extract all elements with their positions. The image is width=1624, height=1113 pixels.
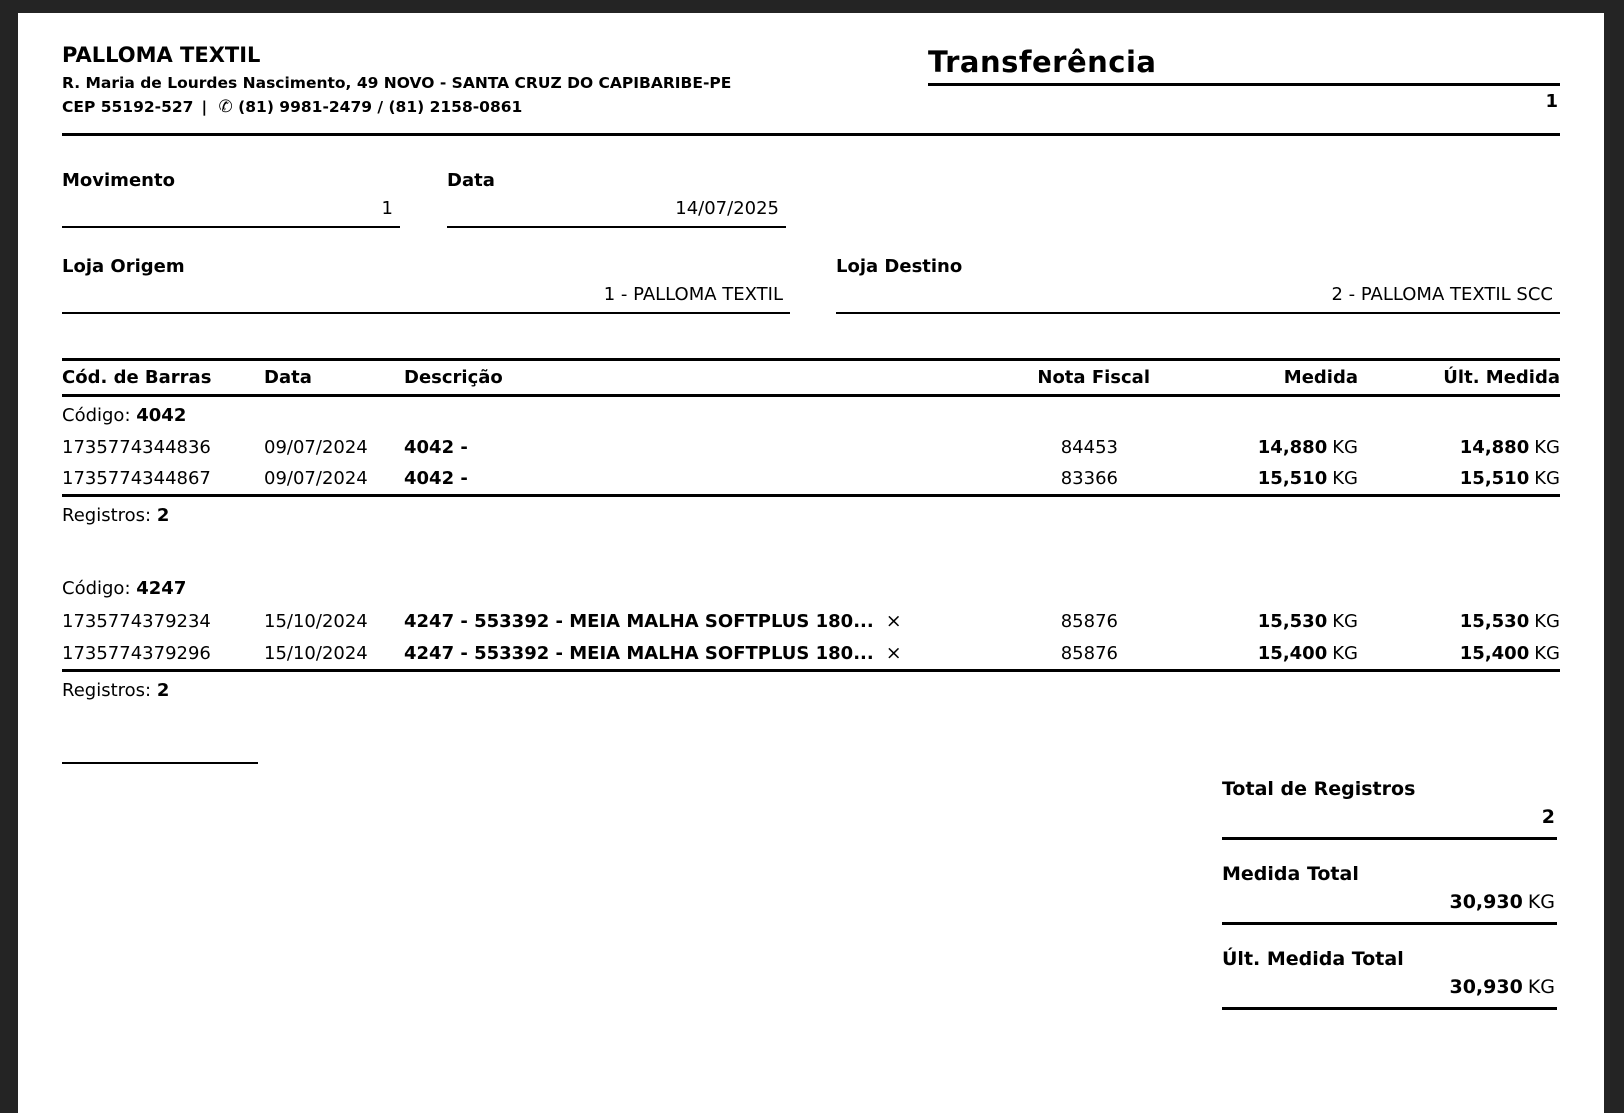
- title-block: Transferência 1: [928, 43, 1560, 112]
- data-label: Data: [447, 170, 495, 191]
- description-cell: 4042 -: [404, 437, 468, 458]
- codigo-value: 4042: [136, 405, 187, 426]
- codigo-label: Código:: [62, 578, 131, 599]
- codigo-value: 4247: [136, 578, 187, 599]
- movimento-field: Movimento 1: [62, 170, 400, 228]
- registros-count: 2: [156, 680, 170, 701]
- company-phones: (81) 9981-2479 / (81) 2158-0861: [238, 98, 523, 116]
- header-divider: [62, 133, 1560, 136]
- movimento-label: Movimento: [62, 170, 175, 191]
- loja-origem-value: 1 - PALLOMA TEXTIL: [62, 277, 790, 314]
- medida-cell: 15,400 KG: [1158, 637, 1358, 672]
- table-row: 1735774379234 15/10/2024 4247 - 553392 -…: [62, 605, 1560, 637]
- date-cell: 09/07/2024: [264, 437, 368, 458]
- x-mark-icon: ×: [885, 610, 902, 632]
- nota-fiscal-cell: 85876: [946, 637, 1158, 672]
- header-barcode: Cód. de Barras: [62, 358, 264, 397]
- barcode-cell: 1735774379234: [62, 610, 211, 632]
- header-description: Descrição: [404, 358, 946, 397]
- separator: |: [201, 98, 208, 116]
- items-table: Cód. de Barras Data Descrição Nota Fisca…: [62, 358, 1560, 707]
- description-text: 4247 - 553392 - MEIA MALHA SOFTPLUS 180.…: [404, 611, 874, 632]
- movimento-value: 1: [62, 191, 400, 228]
- registros-label: Registros:: [62, 680, 152, 701]
- report-page: PALLOMA TEXTIL R. Maria de Lourdes Nasci…: [18, 13, 1604, 1113]
- date-cell: 15/10/2024: [264, 610, 368, 632]
- company-cep: CEP 55192-527: [62, 98, 194, 116]
- barcode-cell: 1735774344867: [62, 463, 264, 497]
- barcode-cell: 1735774344836: [62, 437, 211, 458]
- total-ult-medida-label: Últ. Medida Total: [1222, 948, 1404, 970]
- nota-fiscal-cell: 84453: [1060, 437, 1118, 458]
- phone-icon: ✆: [218, 97, 233, 117]
- group-spacer: [62, 532, 1560, 570]
- total-medida-value: 30,930 KG: [1222, 885, 1557, 925]
- fields-row-1: Movimento 1 Data 14/07/2025: [62, 170, 1560, 228]
- registros-cell: Registros: 2: [62, 671, 1560, 708]
- table-row: 1735774344836 09/07/2024 4042 - 84453 14…: [62, 432, 1560, 463]
- loja-origem-field: Loja Origem 1 - PALLOMA TEXTIL: [62, 256, 790, 314]
- registros-cell: Registros: 2: [62, 496, 1560, 533]
- description-cell: 4247 - 553392 - MEIA MALHA SOFTPLUS 180.…: [404, 637, 946, 672]
- registros-count: 2: [156, 505, 170, 526]
- header-medida: Medida: [1158, 358, 1358, 397]
- company-contact: CEP 55192-527 | ✆ (81) 9981-2479 / (81) 2…: [62, 97, 731, 117]
- bottom-section: Total de Registros 2 Medida Total 30,930…: [62, 762, 1560, 1042]
- x-mark-icon: ×: [885, 642, 902, 664]
- group-code-row: Código: 4247: [62, 570, 1560, 605]
- date-cell: 09/07/2024: [264, 463, 404, 497]
- barcode-cell: 1735774379296: [62, 637, 264, 672]
- registros-label: Registros:: [62, 505, 152, 526]
- total-ult-medida-value: 30,930 KG: [1222, 970, 1557, 1010]
- total-registros-label: Total de Registros: [1222, 778, 1416, 800]
- group-registros-row: Registros: 2: [62, 671, 1560, 708]
- loja-destino-label: Loja Destino: [836, 256, 963, 277]
- group-registros-row: Registros: 2: [62, 496, 1560, 533]
- total-registros: Total de Registros 2: [1222, 778, 1557, 840]
- page-title: Transferência: [928, 45, 1560, 86]
- medida-cell: 15,510 KG: [1158, 463, 1358, 497]
- loja-destino-field: Loja Destino 2 - PALLOMA TEXTIL SCC: [836, 256, 1560, 314]
- company-address: R. Maria de Lourdes Nascimento, 49 NOVO …: [62, 74, 732, 92]
- fields-row-2: Loja Origem 1 - PALLOMA TEXTIL Loja Dest…: [62, 256, 1560, 314]
- header-nota-fiscal: Nota Fiscal: [946, 358, 1158, 397]
- total-medida: Medida Total 30,930 KG: [1222, 863, 1557, 925]
- data-field: Data 14/07/2025: [447, 170, 786, 228]
- ult-medida-cell: 14,880 KG: [1459, 437, 1560, 458]
- page-number: 1: [1545, 91, 1558, 112]
- total-medida-label: Medida Total: [1222, 863, 1359, 885]
- total-registros-value: 2: [1222, 800, 1557, 840]
- nota-fiscal-cell: 85876: [1060, 610, 1118, 632]
- totals-block: Total de Registros 2 Medida Total 30,930…: [1222, 778, 1557, 1033]
- description-cell: 4247 - 553392 - MEIA MALHA SOFTPLUS 180.…: [404, 605, 946, 637]
- medida-cell: 14,880 KG: [1257, 437, 1358, 458]
- data-value: 14/07/2025: [447, 191, 786, 228]
- codigo-label: Código:: [62, 405, 131, 426]
- ult-medida-cell: 15,510 KG: [1358, 463, 1560, 497]
- item-group: Código: 4042 1735774344836 09/07/2024 40…: [62, 396, 1560, 571]
- loja-origem-label: Loja Origem: [62, 256, 185, 277]
- group-code-row: Código: 4042: [62, 396, 1560, 433]
- total-ult-medida: Últ. Medida Total 30,930 KG: [1222, 948, 1557, 1010]
- date-cell: 15/10/2024: [264, 637, 404, 672]
- report-header: PALLOMA TEXTIL R. Maria de Lourdes Nasci…: [62, 43, 1560, 117]
- group-code-cell: Código: 4247: [62, 570, 1560, 605]
- header-ult-medida: Últ. Medida: [1358, 358, 1560, 397]
- signature-line: [62, 762, 258, 764]
- nota-fiscal-cell: 83366: [946, 463, 1158, 497]
- loja-destino-value: 2 - PALLOMA TEXTIL SCC: [836, 277, 1560, 314]
- description-cell: 4042 -: [404, 463, 946, 497]
- company-name: PALLOMA TEXTIL: [62, 43, 261, 67]
- ult-medida-cell: 15,400 KG: [1358, 637, 1560, 672]
- table-header: Cód. de Barras Data Descrição Nota Fisca…: [62, 358, 1560, 397]
- table-row: 1735774344867 09/07/2024 4042 - 83366 15…: [62, 463, 1560, 497]
- company-block: PALLOMA TEXTIL R. Maria de Lourdes Nasci…: [62, 43, 731, 117]
- description-text: 4247 - 553392 - MEIA MALHA SOFTPLUS 180.…: [404, 643, 874, 664]
- medida-cell: 15,530 KG: [1257, 610, 1358, 632]
- ult-medida-cell: 15,530 KG: [1459, 610, 1560, 632]
- table-row: 1735774379296 15/10/2024 4247 - 553392 -…: [62, 637, 1560, 672]
- header-date: Data: [264, 358, 404, 397]
- group-code-cell: Código: 4042: [62, 396, 1560, 433]
- item-group: Código: 4247 1735774379234 15/10/2024 42…: [62, 570, 1560, 707]
